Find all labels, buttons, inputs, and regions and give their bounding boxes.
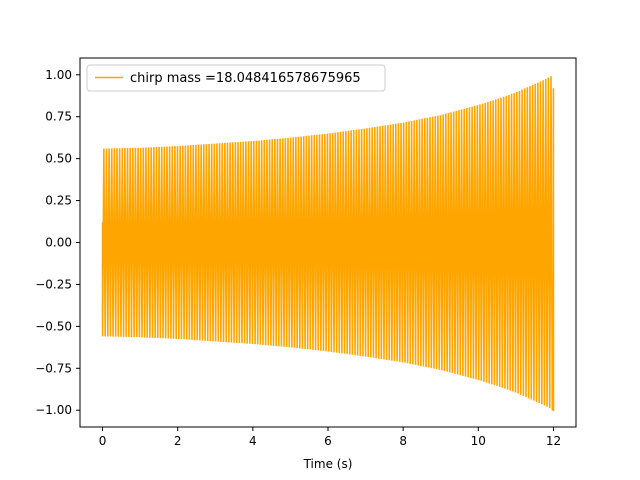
x-tick-label: 4 xyxy=(249,434,257,448)
series-line xyxy=(101,76,555,412)
y-tick-label: 0.25 xyxy=(45,194,72,208)
y-axis: −1.00 −0.75 −0.50 −0.25 0.00 0.25 0.50 0.75 1.00 xyxy=(35,68,80,417)
y-tick-label: 0.00 xyxy=(45,236,72,250)
y-tick-label: −0.75 xyxy=(35,361,72,375)
legend-label: chirp mass =18.048416578675965 xyxy=(130,71,361,86)
x-axis-label: Time (s) xyxy=(303,457,353,471)
y-tick-label: 0.75 xyxy=(45,110,72,124)
y-tick-label: −1.00 xyxy=(35,403,72,417)
x-tick-label: 8 xyxy=(399,434,407,448)
legend: chirp mass =18.048416578675965 xyxy=(86,64,386,92)
x-tick-label: 12 xyxy=(546,434,561,448)
x-tick-label: 0 xyxy=(99,434,107,448)
y-tick-label: −0.25 xyxy=(35,277,72,291)
series-layer xyxy=(101,76,555,412)
x-axis: 0 2 4 6 8 10 12 xyxy=(99,427,561,448)
x-tick-label: 10 xyxy=(471,434,486,448)
x-tick-label: 2 xyxy=(174,434,182,448)
y-tick-label: 0.50 xyxy=(45,152,72,166)
x-tick-label: 6 xyxy=(324,434,332,448)
legend-box xyxy=(86,64,386,92)
y-tick-label: 1.00 xyxy=(45,68,72,82)
y-tick-label: −0.50 xyxy=(35,319,72,333)
